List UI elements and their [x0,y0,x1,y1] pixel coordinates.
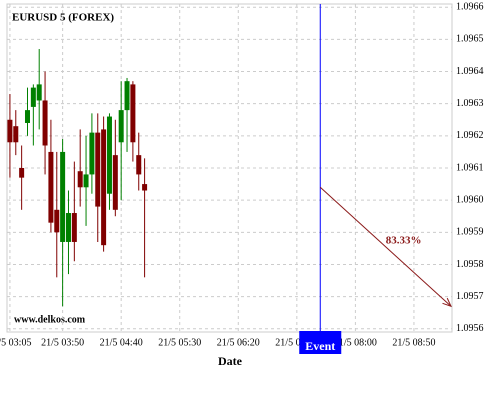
y-tick-label: 1.0966 [456,2,484,13]
y-tick-label: 1.0965 [456,34,484,45]
y-tick-label: 1.0963 [456,98,484,109]
prediction-label: 83.33% [386,234,422,246]
candle-body [60,151,66,242]
event-label: Event [305,339,335,353]
candle-body [7,119,13,143]
event-box [299,331,342,354]
chart-title: EURUSD 5 (FOREX) [12,12,114,24]
candle-body [36,84,42,101]
candle-body [24,110,30,123]
candle-body [42,100,48,146]
y-tick-label: 1.0958 [456,259,484,270]
candle-body [48,151,54,223]
candle-body [106,116,112,194]
y-tick-label: 1.0960 [456,194,484,205]
candle-body [89,132,95,175]
x-tick-label: 21/5 04:40 [100,337,143,348]
candle-body [124,81,130,111]
x-axis-label: Date [218,354,243,368]
candle-body [13,126,19,143]
candle-body [142,184,148,191]
candle-body [65,213,71,242]
candle-body [118,110,124,143]
x-tick-label: 21/5 03:50 [41,337,84,348]
x-tick-label: 21/5 08:00 [334,337,377,348]
x-tick-label: 21/5 07:10 [275,337,318,348]
x-tick-label: 21/5 03:05 [0,337,31,348]
candle-body [19,168,25,178]
source-label: www.delkos.com [14,314,86,325]
y-tick-label: 1.0956 [456,323,484,334]
x-tick-label: 21/5 05:30 [158,337,201,348]
candle-body [95,132,101,207]
candle-body [83,174,89,188]
x-tick-label: 21/5 08:50 [392,337,435,348]
y-tick-label: 1.0962 [456,130,484,141]
candle-body [77,171,83,188]
candle-body [112,155,118,210]
candle-body [71,213,77,242]
candle-body [130,84,136,143]
candle-body [54,209,60,233]
prediction-arrow [319,186,452,307]
y-tick-label: 1.0961 [456,162,484,173]
arrow-head [442,297,452,308]
candle-body [101,129,107,246]
y-tick-label: 1.0964 [456,66,484,77]
y-tick-label: 1.0957 [456,291,484,302]
x-tick-label: 21/5 06:20 [217,337,260,348]
candle-body [30,87,36,107]
y-tick-label: 1.0959 [456,227,484,238]
candle-body [136,155,142,175]
